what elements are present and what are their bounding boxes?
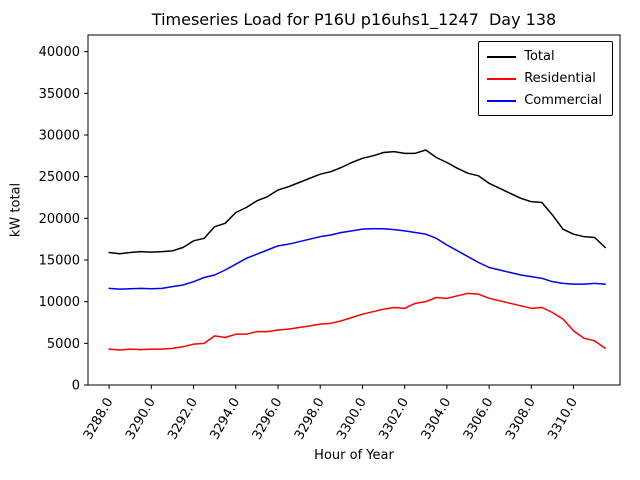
total-line-swatch <box>487 55 517 58</box>
axes-frame <box>87 34 621 386</box>
chart-title: Timeseries Load for P16U p16uhs1_1247 Da… <box>151 10 557 29</box>
y-tick-label: 15000 <box>39 254 80 269</box>
residential-line-swatch <box>487 77 517 80</box>
y-tick-label: 35000 <box>39 87 80 102</box>
x-tick-label: 3290.0 <box>123 396 159 443</box>
series-line-residential <box>108 292 606 351</box>
y-tick-label: 5000 <box>47 337 80 352</box>
x-axis-label: Hour of Year <box>314 448 394 463</box>
y-tick-label: 40000 <box>39 45 80 60</box>
legend-item-residential: Residential <box>487 71 602 86</box>
y-tick-label: 10000 <box>39 295 80 310</box>
legend-label-commercial: Commercial <box>524 93 602 108</box>
x-tick-label: 3310.0 <box>545 396 581 443</box>
y-tick-label: 30000 <box>39 129 80 144</box>
legend-label-residential: Residential <box>524 71 596 86</box>
x-tick-label: 3294.0 <box>208 396 244 443</box>
y-tick-label: 20000 <box>39 212 80 227</box>
legend-item-total: Total <box>487 49 602 64</box>
x-tick-label: 3304.0 <box>419 396 455 443</box>
x-tick-label: 3296.0 <box>250 396 286 443</box>
y-tick-label: 25000 <box>39 170 80 185</box>
x-tick-label: 3288.0 <box>81 396 117 443</box>
series-line-total <box>108 149 606 255</box>
legend-label-total: Total <box>524 49 555 64</box>
x-tick-label: 3308.0 <box>503 396 539 443</box>
x-tick-label: 3292.0 <box>165 396 201 443</box>
x-tick-label: 3300.0 <box>334 396 370 443</box>
x-tick-label: 3298.0 <box>292 396 328 443</box>
x-tick-label: 3306.0 <box>461 395 497 442</box>
commercial-line-swatch <box>487 99 517 102</box>
y-tick-label: 0 <box>72 379 80 394</box>
legend: Total Residential Commercial <box>478 41 613 116</box>
series-line-commercial <box>108 228 606 290</box>
legend-item-commercial: Commercial <box>487 93 602 108</box>
x-tick-label: 3302.0 <box>376 396 412 443</box>
